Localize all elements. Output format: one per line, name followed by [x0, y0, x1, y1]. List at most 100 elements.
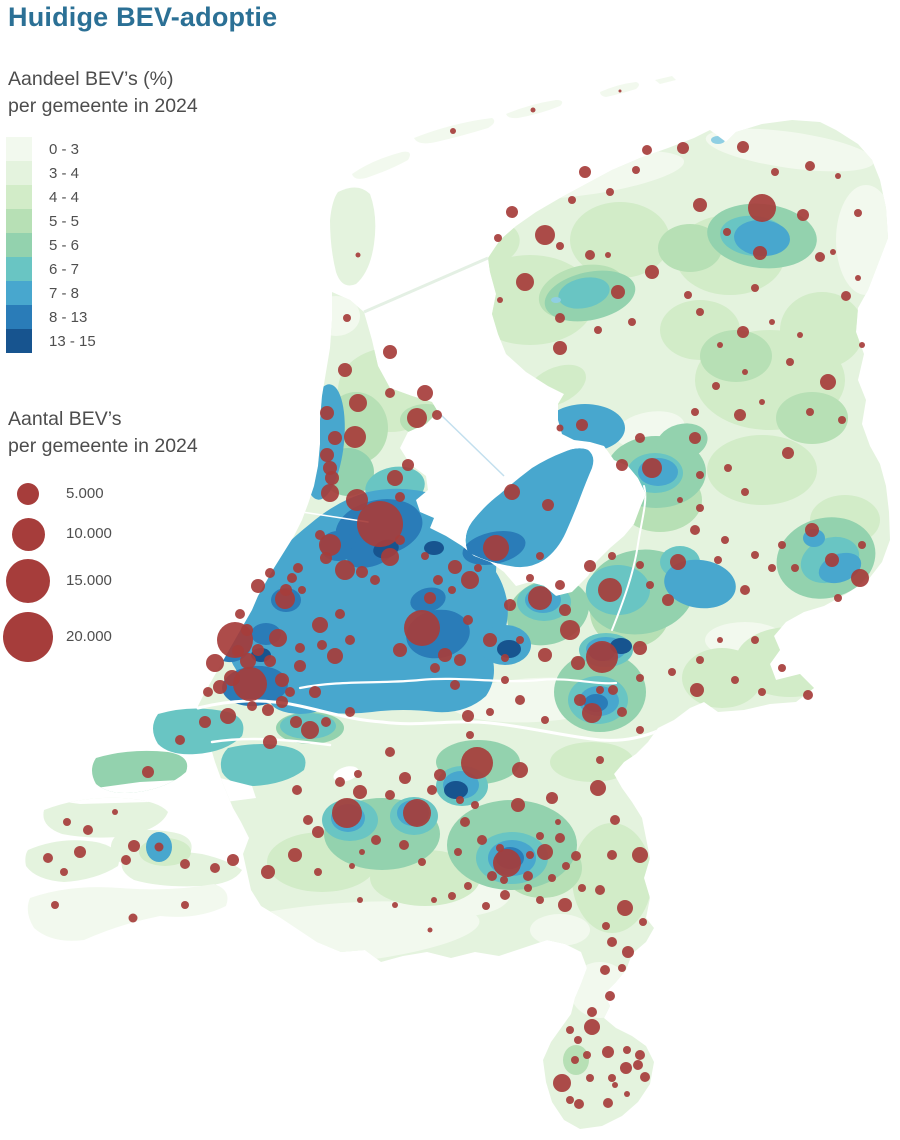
bev-bubble — [74, 846, 86, 858]
bev-bubble — [295, 643, 305, 653]
bev-bubble — [504, 599, 516, 611]
bev-bubble — [385, 747, 395, 757]
bev-bubble — [477, 835, 487, 845]
count-legend-title: Aantal BEV’s per gemeente in 2024 — [8, 406, 198, 460]
bev-bubble — [608, 552, 616, 560]
bev-bubble — [838, 416, 846, 424]
share-legend-title-line2: per gemeente in 2024 — [8, 95, 198, 117]
bev-bubble — [345, 635, 355, 645]
bev-bubble — [355, 252, 361, 258]
bev-bubble — [555, 833, 565, 843]
bev-bubble — [450, 680, 460, 690]
bev-bubble — [448, 892, 456, 900]
bev-bubble — [438, 648, 452, 662]
bev-bubble — [433, 575, 443, 585]
bev-bubble — [320, 448, 334, 462]
bev-bubble — [142, 766, 154, 778]
bev-bubble — [516, 273, 534, 291]
bev-bubble — [357, 501, 403, 547]
share-class-swatch — [6, 257, 32, 281]
bev-bubble — [791, 564, 799, 572]
count-legend-title-line2: per gemeente in 2024 — [8, 435, 198, 457]
bev-bubble — [602, 922, 610, 930]
bev-bubble — [737, 326, 749, 338]
bev-bubble — [474, 564, 482, 572]
bev-bubble — [276, 696, 288, 708]
bev-bubble — [528, 586, 552, 610]
bev-bubble — [530, 107, 536, 113]
bev-bubble — [782, 447, 794, 459]
bev-bubble — [834, 594, 842, 602]
bev-bubble — [263, 735, 277, 749]
bev-bubble — [461, 747, 493, 779]
bev-bubble — [724, 464, 732, 472]
bev-bubble — [462, 710, 474, 722]
bev-bubble — [535, 225, 555, 245]
bev-bubble — [841, 291, 851, 301]
bev-bubble — [622, 946, 634, 958]
share-class-row: 8 - 13 — [6, 305, 96, 329]
bev-bubble — [717, 637, 723, 643]
bev-bubble — [464, 882, 472, 890]
bev-bubble — [636, 561, 644, 569]
bev-bubble — [63, 818, 71, 826]
bev-bubble — [642, 458, 662, 478]
bev-bubble — [758, 688, 766, 696]
bev-bubble — [576, 419, 588, 431]
bev-bubble — [684, 291, 692, 299]
bev-bubble — [806, 408, 814, 416]
bev-bubble — [566, 1026, 574, 1034]
bev-bubble — [335, 609, 345, 619]
bev-bubble — [542, 499, 554, 511]
bev-bubble — [356, 566, 368, 578]
bev-bubble — [632, 847, 648, 863]
bev-bubble — [636, 674, 644, 682]
bev-bubble — [536, 552, 544, 560]
bev-bubble — [393, 643, 407, 657]
bev-bubble — [483, 633, 497, 647]
bev-bubble — [585, 250, 595, 260]
bev-bubble — [714, 556, 722, 564]
bev-bubble — [771, 168, 779, 176]
bev-bubbles — [43, 89, 869, 1109]
bev-bubble — [319, 534, 341, 556]
bev-bubble — [578, 884, 586, 892]
bev-bubble — [395, 492, 405, 502]
bev-bubble — [778, 541, 786, 549]
bev-bubble — [677, 497, 683, 503]
bev-bubble — [723, 228, 731, 236]
share-class-label: 13 - 15 — [49, 332, 96, 350]
count-size-circle — [3, 612, 53, 662]
bev-bubble — [632, 166, 640, 174]
bev-bubble — [617, 900, 633, 916]
bev-bubble — [607, 850, 617, 860]
bev-bubble — [385, 790, 395, 800]
count-size-label: 5.000 — [66, 485, 104, 502]
bev-bubble — [466, 731, 474, 739]
share-legend-classes: 0 - 3 3 - 4 4 - 4 5 - 5 5 - 6 6 - 7 7 - 8 8 - 1… — [6, 137, 96, 353]
bev-bubble — [851, 569, 869, 587]
bev-bubble — [448, 560, 462, 574]
bev-bubble — [690, 525, 700, 535]
bev-bubble — [693, 198, 707, 212]
share-class-row: 3 - 4 — [6, 161, 96, 185]
bev-bubble — [741, 488, 749, 496]
share-legend-title: Aandeel BEV’s (%) per gemeente in 2024 — [8, 66, 198, 120]
bev-bubble — [608, 1074, 616, 1082]
bev-bubble — [559, 604, 571, 616]
bev-bubble — [51, 901, 59, 909]
bev-bubble — [370, 575, 380, 585]
bev-bubble — [427, 785, 437, 795]
bev-bubble — [511, 798, 525, 812]
bev-bubble — [387, 470, 403, 486]
count-size-label: 10.000 — [66, 525, 112, 542]
bev-bubble — [635, 1050, 645, 1060]
bev-bubble — [536, 832, 544, 840]
bev-bubble — [320, 406, 334, 420]
bev-bubble — [642, 145, 652, 155]
bev-bubble — [603, 1098, 613, 1108]
bev-bubble — [327, 648, 343, 664]
bev-bubble — [235, 609, 245, 619]
bev-bubble — [854, 209, 862, 217]
